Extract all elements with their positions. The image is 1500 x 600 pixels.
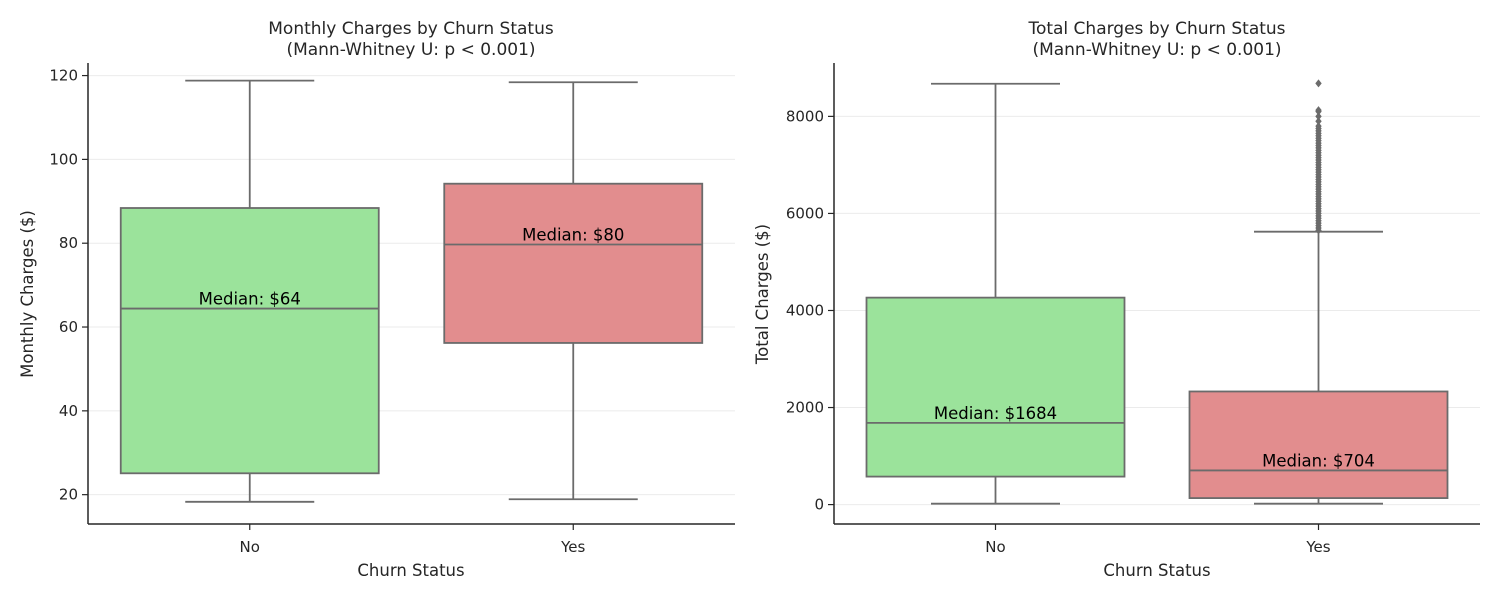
y-tick-label: 0 [814, 496, 824, 514]
y-tick-label: 6000 [786, 204, 824, 222]
axes: 0 2000 4000 6000 8000 No Yes [786, 63, 1480, 556]
y-axis-label: Total Charges ($) [753, 224, 772, 365]
x-tick-label: No [240, 538, 260, 556]
y-tick-label: 60 [59, 318, 78, 336]
median-label: Median: $80 [522, 225, 624, 244]
outlier-point [1315, 106, 1322, 115]
x-tick-label: Yes [560, 538, 585, 556]
outlier-point [1315, 112, 1322, 121]
box-no [119, 207, 380, 475]
y-tick-label: 80 [59, 234, 78, 252]
median-label: Median: $64 [199, 290, 301, 309]
total-charges-panel: Total Charges by Churn Status (Mann-Whit… [753, 19, 1480, 580]
box-plots: Median: $64 Median: $80 [119, 79, 704, 503]
box-yes [1188, 390, 1449, 499]
monthly-charges-panel: Monthly Charges by Churn Status (Mann-Wh… [18, 19, 735, 580]
y-tick-label: 8000 [786, 107, 824, 125]
y-tick-label: 20 [59, 486, 78, 504]
y-tick-label: 4000 [786, 301, 824, 319]
box-plots: Median: $1684 Median: $704 [865, 79, 1449, 505]
median-label: Median: $704 [1262, 451, 1375, 470]
outlier-point [1315, 79, 1322, 88]
y-tick-label: 40 [59, 402, 78, 420]
chart-title-line2: (Mann-Whitney U: p < 0.001) [286, 40, 535, 60]
y-tick-label: 100 [49, 150, 78, 168]
box-no [865, 296, 1126, 478]
median-label: Median: $1684 [934, 404, 1057, 423]
y-tick-label: 2000 [786, 399, 824, 417]
axes: 20 40 60 80 100 120 No Yes [49, 63, 735, 556]
box-yes [443, 182, 704, 344]
outlier-point [1315, 117, 1322, 126]
chart-title-line2: (Mann-Whitney U: p < 0.001) [1032, 40, 1281, 60]
x-axis-label: Churn Status [357, 561, 464, 580]
y-tick-label: 120 [49, 67, 78, 85]
chart-title-line1: Total Charges by Churn Status [1027, 19, 1285, 39]
chart-title-line1: Monthly Charges by Churn Status [268, 19, 554, 39]
x-tick-label: No [985, 538, 1005, 556]
y-axis-label: Monthly Charges ($) [18, 210, 37, 378]
x-tick-label: Yes [1305, 538, 1330, 556]
x-axis-label: Churn Status [1103, 561, 1210, 580]
outlier-point [1315, 122, 1322, 131]
